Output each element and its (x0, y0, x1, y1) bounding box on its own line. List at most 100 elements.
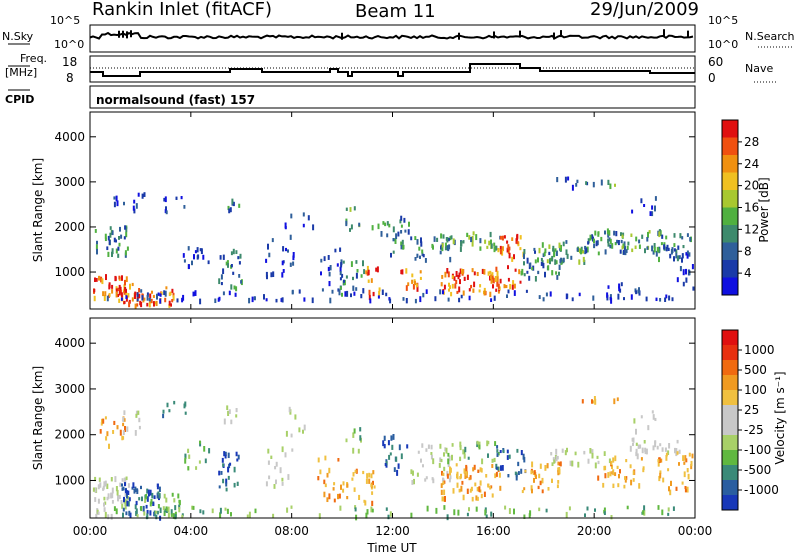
power-echo (609, 294, 612, 299)
power-echo (126, 246, 129, 251)
velocity-echo (462, 449, 465, 455)
velocity-echo (458, 488, 461, 493)
nsky-spike (458, 32, 460, 40)
power-echo (339, 286, 342, 290)
power-echo (658, 256, 660, 263)
power-echo (123, 236, 126, 240)
velocity-echo (181, 514, 184, 519)
power-echo (541, 242, 544, 248)
velocity-echo (640, 415, 643, 419)
velocity-echo (564, 450, 567, 456)
velocity-echo (123, 496, 125, 503)
velocity-echo (591, 399, 593, 404)
power-echo (146, 292, 149, 297)
power-echo (113, 196, 116, 200)
freq-strip-frame (89, 55, 696, 83)
velocity-echo (442, 481, 445, 486)
velocity-echo (371, 508, 374, 513)
velocity-echo (520, 450, 523, 456)
power-echo (230, 284, 233, 290)
power-echo (281, 297, 284, 303)
nsky-spike (553, 32, 555, 40)
power-echo (483, 269, 486, 275)
power-echo (493, 242, 496, 247)
velocity-echo (638, 483, 641, 489)
power-echo (339, 271, 342, 276)
power-echo (377, 295, 380, 299)
power-echo (163, 197, 166, 202)
velocity-echo (643, 440, 646, 444)
velocity-echo (128, 497, 131, 502)
velocity-echo (456, 482, 459, 488)
velocity-echo (199, 509, 202, 514)
velocity-echo (659, 443, 662, 447)
power-echo (355, 287, 358, 291)
power-echo (678, 255, 681, 260)
power-echo (143, 297, 146, 301)
power-echo (113, 201, 116, 208)
power-echo (165, 286, 168, 290)
power-echo (489, 291, 492, 297)
velocity-echo (126, 500, 129, 507)
velocity-echo (614, 455, 617, 462)
velocity-echo (676, 439, 679, 444)
velocity-echo (170, 513, 173, 517)
power-echo (238, 203, 241, 208)
velocity-echo (455, 463, 458, 467)
velocity-echo (659, 472, 662, 479)
power-echo (120, 292, 123, 298)
velocity-echo (643, 505, 646, 511)
velocity-echo (515, 474, 518, 481)
velocity-echo (124, 426, 126, 432)
power-echo (389, 298, 392, 304)
power-echo (292, 255, 295, 261)
velocity-echo (235, 408, 238, 413)
velocity-echo (159, 507, 162, 514)
power-echo (238, 261, 241, 265)
velocity-echo (656, 445, 659, 450)
power-echo (441, 243, 444, 248)
power-echo (141, 193, 144, 199)
power-echo (513, 254, 515, 260)
power-echo (412, 284, 415, 290)
power-echo (380, 231, 383, 237)
power-echo (115, 248, 118, 254)
power-echo (456, 290, 459, 294)
velocity-echo (668, 486, 670, 492)
velocity-echo (352, 432, 355, 438)
power-echo (679, 266, 682, 272)
power-echo (545, 292, 548, 297)
velocity-echo (97, 484, 100, 490)
velocity-echo (665, 455, 668, 461)
power-echo (125, 295, 128, 299)
power-echo (416, 253, 419, 258)
power-echo (199, 248, 202, 252)
velocity-echo (501, 465, 504, 471)
power-echo (356, 269, 359, 273)
velocity-echo (140, 485, 142, 490)
velocity-echo (466, 512, 469, 517)
power-echo (230, 264, 233, 268)
velocity-echo (178, 507, 181, 513)
power-echo (439, 289, 442, 295)
power-echo (392, 238, 395, 242)
power-echo (459, 268, 462, 274)
velocity-echo (115, 508, 118, 515)
velocity-echo (457, 509, 460, 516)
power-colorbar-swatch (722, 120, 738, 138)
power-echo (685, 268, 687, 275)
velocity-echo (516, 448, 519, 453)
power-colorbar-tick-label: 24 (744, 157, 759, 171)
velocity-echo (528, 513, 531, 518)
velocity-echo (285, 430, 288, 437)
power-echo (298, 289, 301, 294)
power-echo (117, 253, 120, 258)
velocity-echo (577, 461, 580, 468)
velocity-echo (459, 445, 462, 451)
power-echo (622, 250, 625, 255)
power-echo (617, 293, 620, 300)
power-echo (339, 266, 342, 272)
power-echo (419, 276, 422, 280)
velocity-echo (609, 471, 612, 477)
power-echo (307, 215, 310, 221)
